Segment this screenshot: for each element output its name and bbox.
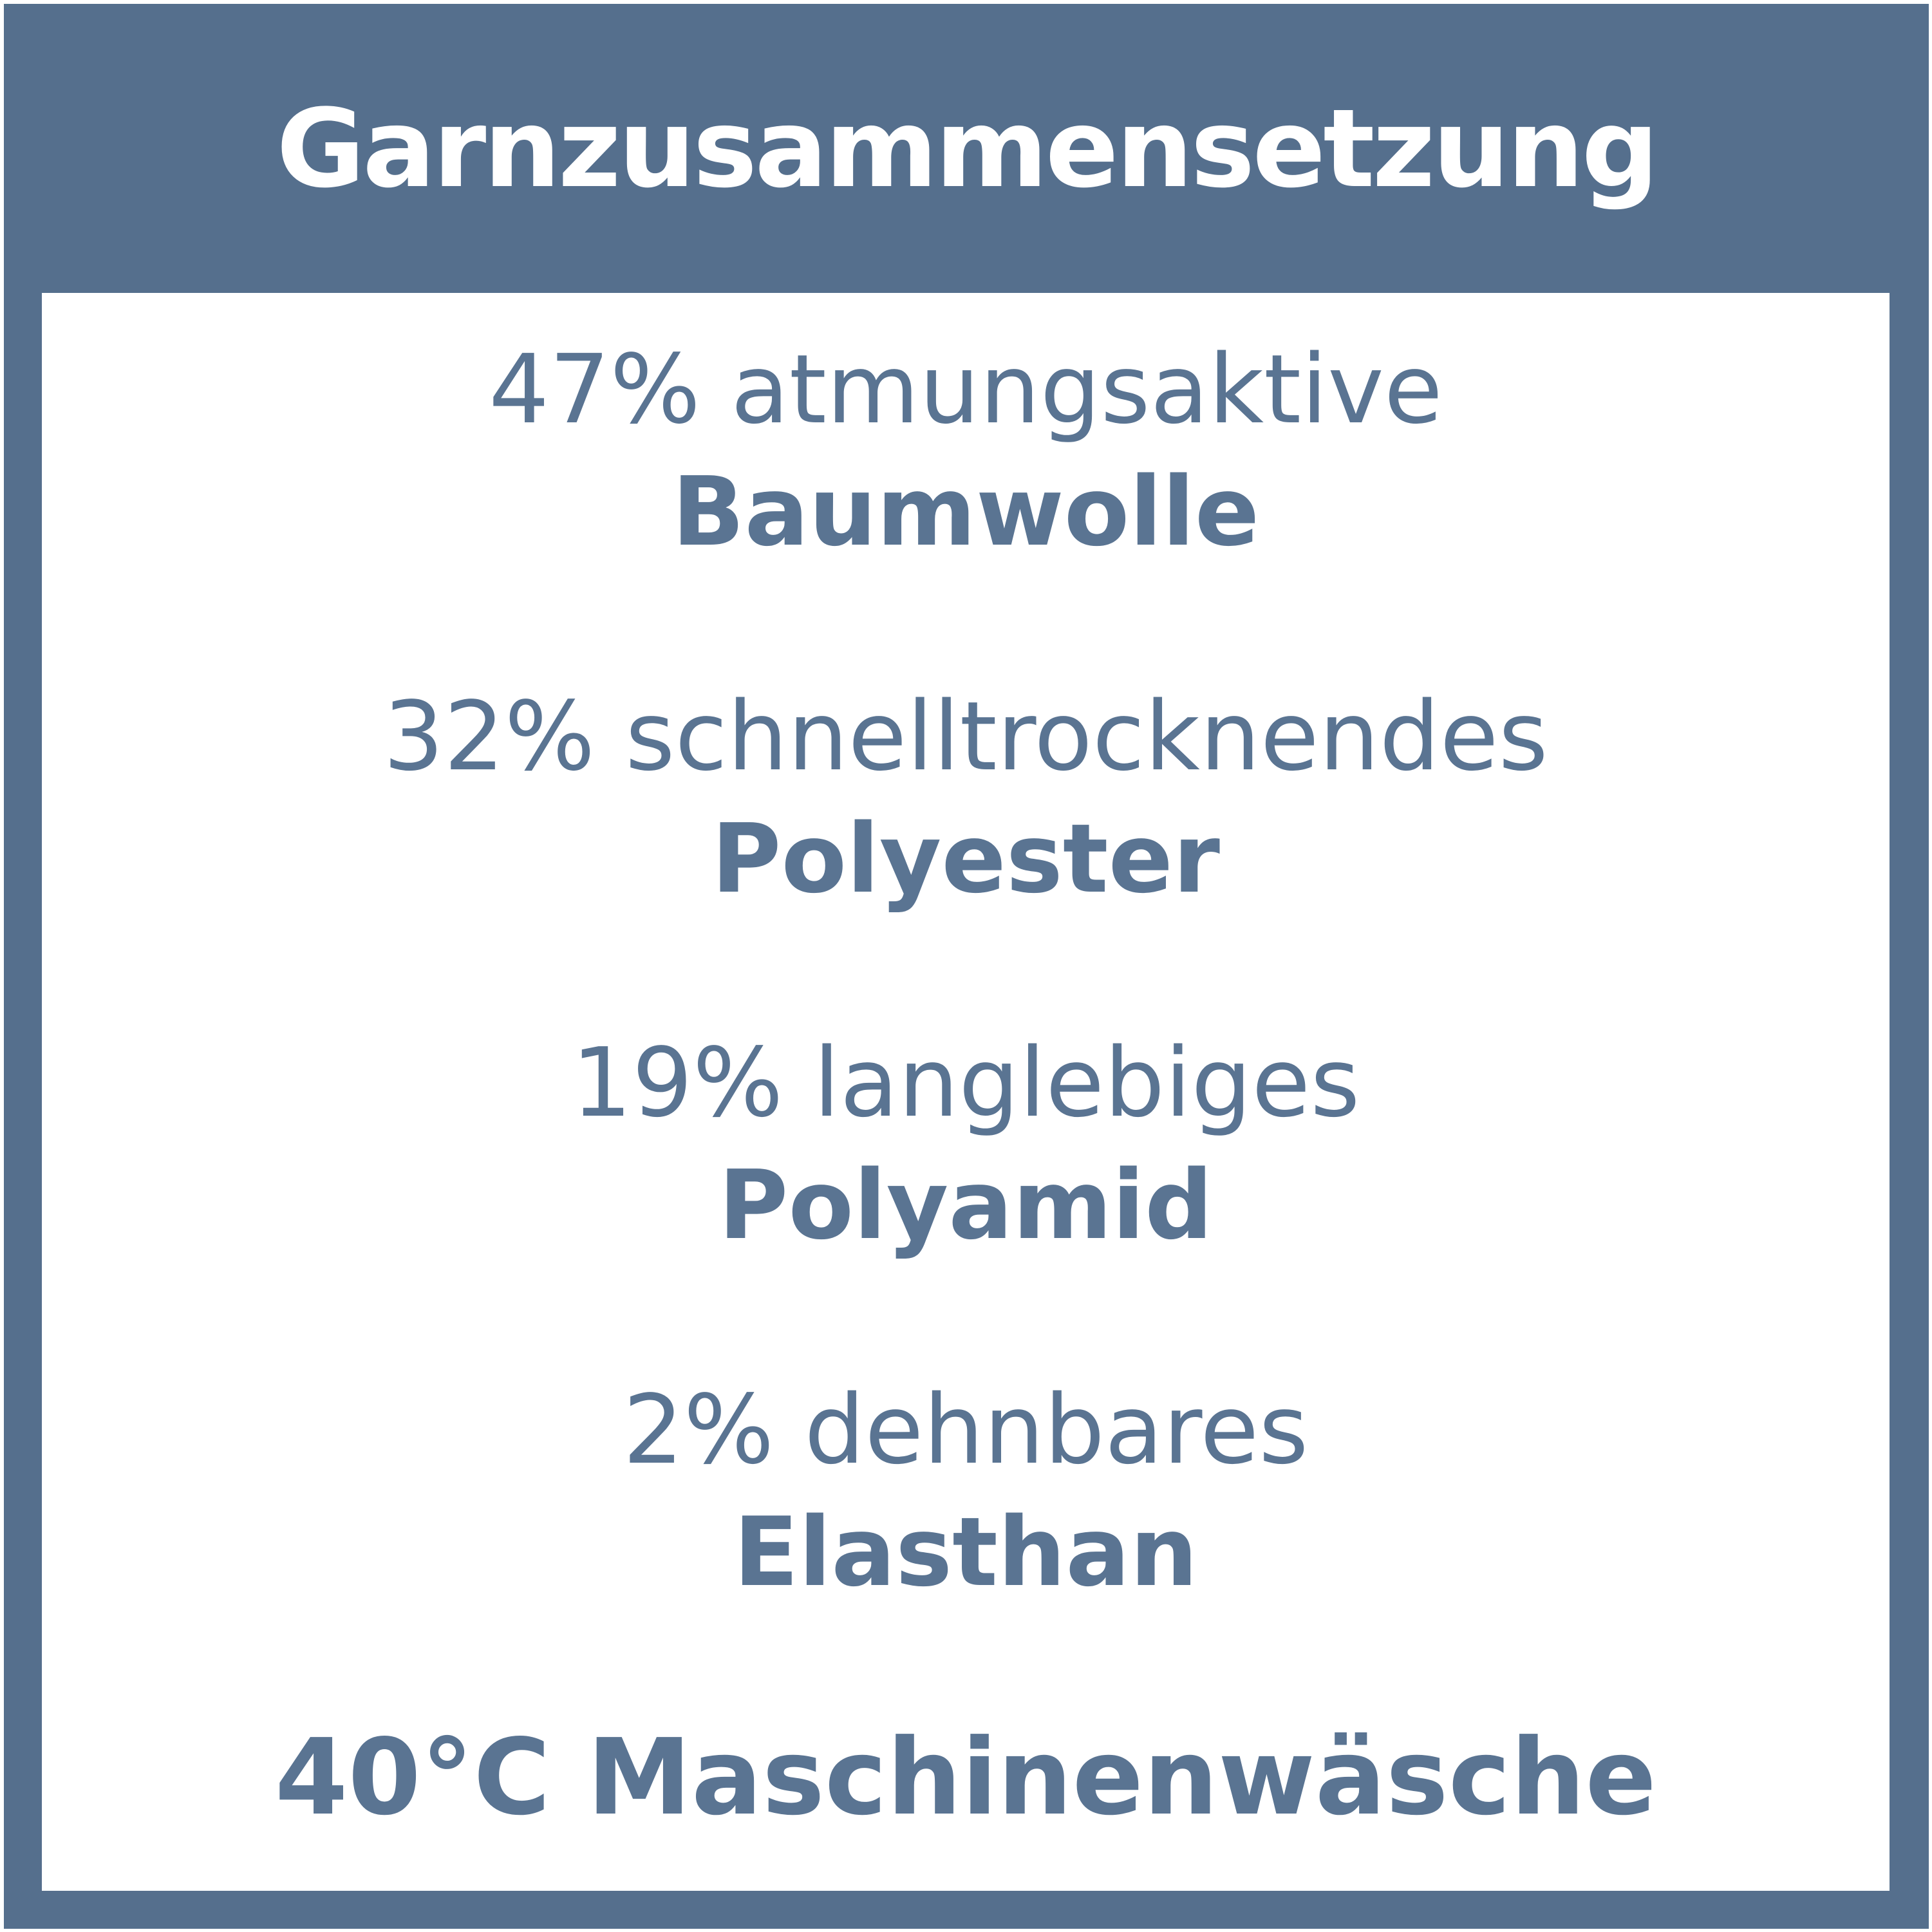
percentage-line: 47% atmungsaktive xyxy=(489,334,1443,445)
material-name: Baumwolle xyxy=(671,456,1260,567)
percentage-line: 2% dehnbares xyxy=(623,1374,1309,1485)
page-title: Garnzusammensetzung xyxy=(276,85,1659,212)
material-name: Elasthan xyxy=(733,1496,1198,1608)
material-name: Polyamid xyxy=(718,1150,1214,1261)
composition-block-polyester: 32% schnelltrocknendes Polyester xyxy=(383,675,1548,920)
content-panel: 47% atmungsaktive Baumwolle 32% schnellt… xyxy=(42,293,1890,1891)
material-name: Polyester xyxy=(711,803,1220,914)
percentage-line: 32% schnelltrocknendes xyxy=(383,680,1548,792)
title-band: Garnzusammensetzung xyxy=(4,4,1929,293)
blue-frame: Garnzusammensetzung 47% atmungsaktive Ba… xyxy=(4,4,1929,1929)
composition-block-polyamid: 19% langlebiges Polyamid xyxy=(572,1022,1360,1266)
composition-block-baumwolle: 47% atmungsaktive Baumwolle xyxy=(489,328,1443,573)
composition-block-elasthan: 2% dehnbares Elasthan xyxy=(623,1369,1309,1613)
percentage-line: 19% langlebiges xyxy=(571,1027,1360,1138)
care-instruction: 40°C Maschinenwäsche xyxy=(275,1717,1656,1839)
